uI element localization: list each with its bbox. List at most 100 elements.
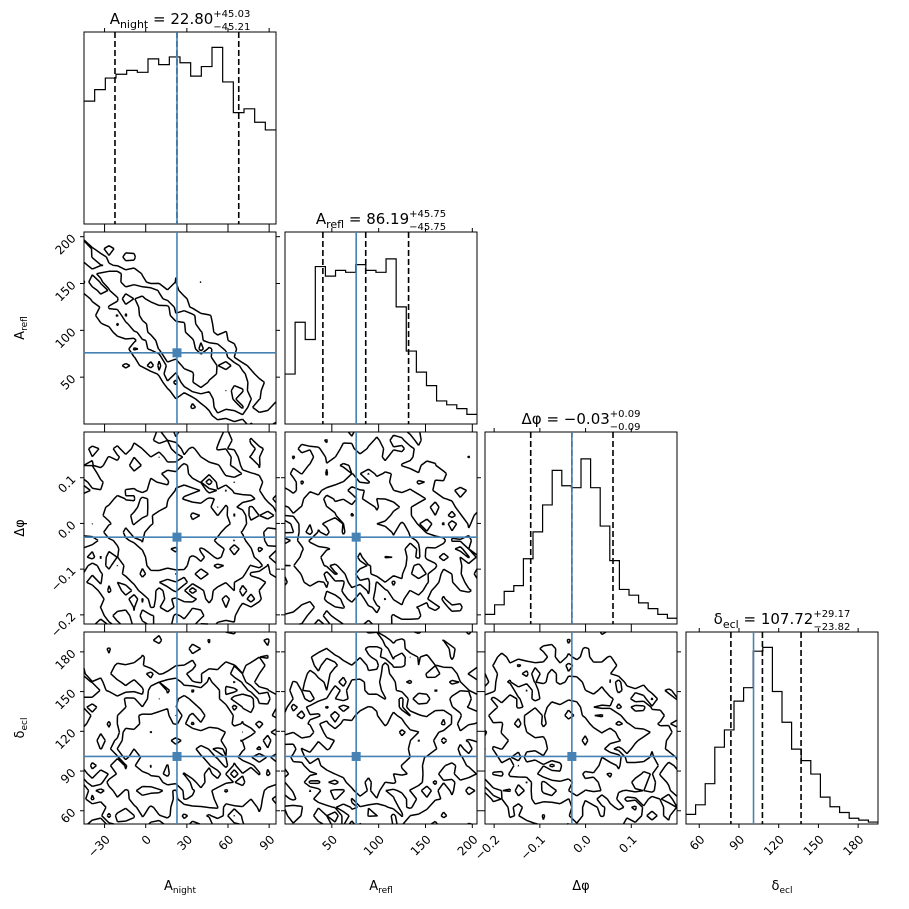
title-plus-error: +0.09 <box>610 409 641 420</box>
axis-label-symbol: A <box>164 879 173 894</box>
hist-axes-decl <box>685 631 879 825</box>
hist-axes-dphi <box>484 431 678 625</box>
hist-title-arefl: Arefl = 86.19+45.75 <box>316 209 446 231</box>
x-tick-label: 60 <box>216 832 237 853</box>
contour-group-dphi-vs-arefl <box>284 431 478 625</box>
histogram-step-decl <box>686 646 878 823</box>
x-tick-label: 150 <box>801 832 827 858</box>
axis-label-symbol: δ <box>772 879 780 894</box>
x-axis-label-arefl: Arefl <box>369 879 393 896</box>
x-tick-label: 150 <box>408 832 434 858</box>
contour-level-0 <box>83 239 277 425</box>
axis-label-subscript: refl <box>20 316 30 331</box>
y-tick-label: 60 <box>58 805 79 826</box>
title-plus-error: +29.17 <box>813 609 850 620</box>
contour-level-1 <box>284 462 470 614</box>
x-tick-label: 0.0 <box>571 832 594 855</box>
title-minus-error: −0.09 <box>610 422 641 433</box>
y-tick-label: −0.1 <box>48 564 79 595</box>
contour-level-1 <box>88 270 277 425</box>
y-tick-label: 150 <box>52 278 78 304</box>
contour-axes-decl-vs-arefl <box>284 631 478 825</box>
truth-marker <box>172 532 182 542</box>
y-tick-label: 0.0 <box>55 518 78 541</box>
histogram-decl <box>686 632 878 824</box>
title-minus-error: −45.75 <box>409 222 446 233</box>
axis-label-subscript: refl <box>378 886 393 896</box>
histogram-dphi <box>485 432 677 624</box>
x-axis-label-dphi: Δφ <box>572 879 589 894</box>
x-tick-label: 90 <box>727 832 748 853</box>
title-value: = 22.80 <box>148 10 213 28</box>
contour-level-2 <box>300 696 446 801</box>
title-subscript: ecl <box>723 618 739 631</box>
title-symbol: δ <box>714 610 723 628</box>
truth-marker <box>172 348 182 358</box>
axis-label-symbol: A <box>369 879 378 894</box>
hist-axes-anight <box>83 31 277 225</box>
title-symbol: Δφ <box>522 410 542 428</box>
title-value: = −0.03 <box>542 410 610 428</box>
x-tick-label: 0 <box>139 832 154 847</box>
title-minus-error: −23.82 <box>813 622 850 633</box>
histogram-arefl <box>285 232 477 424</box>
contour-level-1 <box>86 456 264 625</box>
x-tick-label: −0.1 <box>518 832 549 863</box>
truth-marker <box>567 751 577 761</box>
contour-level-0 <box>484 631 678 825</box>
y-tick-label: −0.2 <box>48 610 79 641</box>
title-plus-error: +45.75 <box>409 209 446 220</box>
y-tick-label: 100 <box>52 325 78 351</box>
title-value: = 86.19 <box>344 210 409 228</box>
truth-marker <box>351 751 361 761</box>
contour-axes-decl-vs-anight <box>83 631 277 825</box>
hist-title-decl: δecl = 107.72+29.17 <box>714 609 851 631</box>
axis-label-subscript: ecl <box>779 886 792 896</box>
hist-title-anight: Anight = 22.80+45.03 <box>110 9 251 31</box>
y-tick-label: 120 <box>52 726 78 752</box>
contour-level-1 <box>484 662 660 825</box>
y-tick-label: 200 <box>52 231 78 257</box>
contour-axes-dphi-vs-anight <box>83 431 277 625</box>
y-axis-label-decl: δecl <box>13 718 30 739</box>
x-tick-label: 120 <box>761 832 787 858</box>
axis-label-symbol: Δφ <box>572 879 589 894</box>
truth-marker <box>172 751 182 761</box>
x-tick-label: 60 <box>687 832 708 853</box>
contour-group-decl-vs-dphi <box>484 631 678 825</box>
y-tick-label: 0.1 <box>55 472 78 495</box>
contour-level-1 <box>89 671 264 820</box>
contour-level-2 <box>116 689 244 800</box>
y-tick-label: 50 <box>58 372 79 393</box>
title-subscript: night <box>120 18 149 31</box>
histogram-step-arefl <box>285 258 477 415</box>
axis-label-symbol: A <box>13 331 28 340</box>
contour-level-0 <box>284 631 478 825</box>
contour-group-decl-vs-arefl <box>284 631 478 825</box>
contour-group-dphi-vs-anight <box>83 431 277 625</box>
histogram-step-dphi <box>485 458 677 619</box>
y-tick-label: 180 <box>52 647 78 673</box>
x-tick-label: 0.1 <box>616 832 639 855</box>
y-axis-label-arefl: Arefl <box>13 316 30 340</box>
title-symbol: A <box>110 10 121 28</box>
x-tick-label: 100 <box>361 832 387 858</box>
axis-label-symbol: δ <box>13 730 28 738</box>
contour-group-decl-vs-anight <box>83 631 277 825</box>
axis-label-subscript: ecl <box>20 718 30 731</box>
contour-level-1 <box>284 656 453 825</box>
contour-level-0 <box>284 431 478 625</box>
x-axis-label-anight: Anight <box>164 879 197 896</box>
contour-level-0 <box>83 631 277 825</box>
y-tick-label: 150 <box>52 686 78 712</box>
hist-title-dphi: Δφ = −0.03+0.09 <box>522 409 641 428</box>
hist-axes-arefl <box>284 231 478 425</box>
x-axis-label-decl: δecl <box>772 879 793 896</box>
histogram-step-anight <box>84 46 276 131</box>
y-tick-label: 90 <box>58 766 79 787</box>
x-tick-label: −30 <box>85 832 113 860</box>
y-axis-label-dphi: Δφ <box>13 519 28 536</box>
title-subscript: refl <box>326 218 344 231</box>
axis-label-subscript: night <box>173 886 197 896</box>
